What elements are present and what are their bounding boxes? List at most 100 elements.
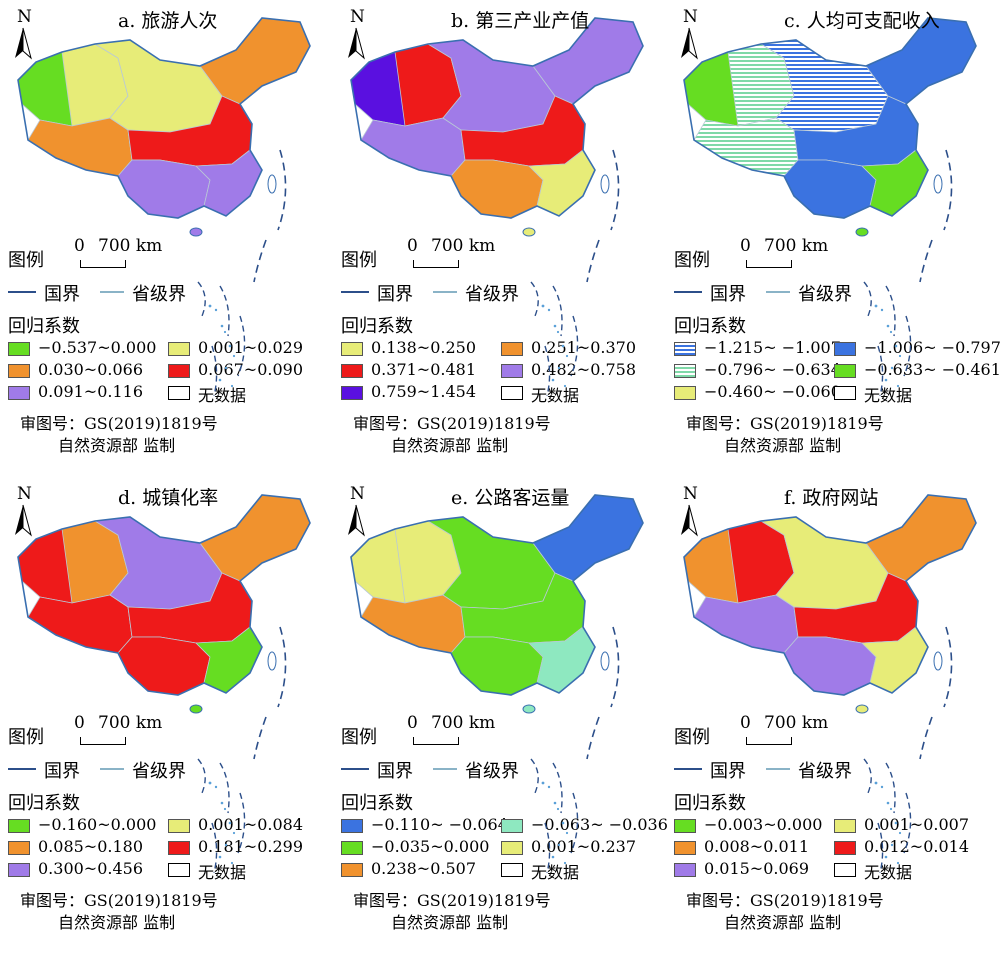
legend-swatch [834, 386, 856, 400]
legend-swatch [168, 364, 190, 378]
legend-swatch [8, 342, 30, 356]
north-arrow: N [8, 483, 38, 543]
legend-label: 无数据 [198, 386, 247, 405]
legend-swatch [501, 863, 523, 877]
national-border-swatch [341, 291, 369, 293]
legend-heading: 图例 [674, 727, 710, 748]
provincial-border-label: 省级界 [465, 284, 519, 305]
map-supervisor: 自然资源部 监制 [58, 913, 176, 932]
north-arrow: N [674, 6, 704, 66]
border-legend: 国界 省级界 [8, 757, 208, 782]
map-supervisor: 自然资源部 监制 [391, 436, 509, 455]
hainan-island [189, 227, 203, 237]
legend-swatch [674, 364, 696, 378]
provincial-border-swatch [100, 768, 124, 770]
map-supervisor: 自然资源部 监制 [391, 913, 509, 932]
national-border [683, 494, 977, 696]
map-approval-number: 审图号：GS(2019)1819号 [686, 891, 884, 910]
hainan-island [855, 704, 869, 714]
legend-label: 0.001~0.029 [198, 338, 304, 357]
coefficient-heading: 回归系数 [341, 793, 413, 814]
legend-label: 无数据 [531, 863, 580, 882]
panel-title: f. 政府网站 [784, 487, 879, 509]
coefficient-heading: 回归系数 [341, 316, 413, 337]
south-china-sea-inset [530, 758, 579, 874]
legend-swatch [8, 364, 30, 378]
legend-swatch [501, 342, 523, 356]
scale-label: 700 km [98, 713, 163, 733]
taiwan-island [267, 651, 277, 671]
national-border-label: 国界 [710, 284, 746, 305]
border-legend: 国界 省级界 [341, 757, 541, 782]
national-border [683, 17, 977, 219]
map-supervisor: 自然资源部 监制 [724, 913, 842, 932]
legend-label: 0.482~0.758 [531, 360, 637, 379]
legend-label: 0.001~0.237 [531, 837, 637, 856]
panel-title: b. 第三产业产值 [451, 10, 590, 32]
china-map [683, 17, 977, 283]
legend-label: 0.001~0.007 [864, 815, 970, 834]
scale-label: 700 km [764, 236, 829, 256]
south-china-sea-inset [863, 281, 912, 397]
border-legend: 国界 省级界 [674, 280, 874, 305]
legend-label: 0.251~0.370 [531, 338, 637, 357]
coefficient-heading: 回归系数 [674, 316, 746, 337]
taiwan-island [600, 651, 610, 671]
maritime-boundary [586, 626, 620, 760]
south-china-sea-inset [197, 758, 246, 874]
legend-label: 0.067~0.090 [198, 360, 304, 379]
legend-label: 0.181~0.299 [198, 837, 304, 856]
scale-bar-line [80, 737, 126, 745]
china-map [350, 494, 644, 760]
scale-bar: 0 700 km [740, 236, 860, 270]
legend-swatch [834, 342, 856, 356]
china-map [683, 494, 977, 760]
provincial-border-swatch [766, 291, 790, 293]
border-legend: 国界 省级界 [341, 280, 541, 305]
china-map [17, 494, 311, 760]
north-arrow: N [8, 6, 38, 66]
legend-swatch [674, 819, 696, 833]
legend-heading: 图例 [674, 250, 710, 271]
provincial-border-swatch [100, 291, 124, 293]
legend-swatch [834, 819, 856, 833]
legend-label: 无数据 [198, 863, 247, 882]
national-border-label: 国界 [44, 761, 80, 782]
north-label: N [17, 7, 32, 27]
border-legend: 国界 省级界 [674, 757, 874, 782]
legend-swatch [341, 342, 363, 356]
hainan-island [522, 704, 536, 714]
north-arrow: N [341, 6, 371, 66]
national-border-swatch [674, 768, 702, 770]
scale-zero: 0 [740, 236, 751, 256]
legend-swatch [501, 386, 523, 400]
legend-label: −0.796~ −0.634 [704, 360, 841, 379]
legend-swatch [168, 386, 190, 400]
legend-swatch [674, 386, 696, 400]
legend-label: 0.015~0.069 [704, 859, 810, 878]
map-panel-1: N a. 旅游人次 图例 0 700 km 国界 省级界 回归系数 −0.537… [0, 0, 333, 477]
legend-swatch [501, 364, 523, 378]
map-panel-5: N e. 公路客运量 图例 0 700 km 国界 省级界 回归系数 −0.11… [333, 477, 668, 954]
legend-swatch [834, 863, 856, 877]
national-border-swatch [8, 291, 36, 293]
map-supervisor: 自然资源部 监制 [724, 436, 842, 455]
border-legend: 国界 省级界 [8, 280, 208, 305]
legend-heading: 图例 [8, 727, 44, 748]
coefficient-heading: 回归系数 [674, 793, 746, 814]
legend-swatch [341, 841, 363, 855]
legend-swatch [341, 364, 363, 378]
national-border-swatch [8, 768, 36, 770]
legend-swatch [674, 863, 696, 877]
south-china-sea-inset [197, 281, 246, 397]
scale-zero: 0 [740, 713, 751, 733]
scale-label: 700 km [764, 713, 829, 733]
national-border-swatch [341, 768, 369, 770]
legend-swatch [168, 841, 190, 855]
national-border-label: 国界 [44, 284, 80, 305]
scale-bar-line [746, 737, 792, 745]
provincial-border-swatch [766, 768, 790, 770]
legend-label: −0.460~ −0.060 [704, 382, 841, 401]
legend-heading: 图例 [8, 250, 44, 271]
legend-swatch [834, 841, 856, 855]
